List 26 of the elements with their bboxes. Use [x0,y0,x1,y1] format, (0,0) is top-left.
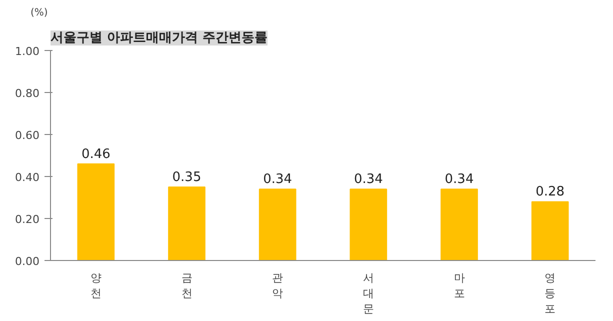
data-label: 0.34 [354,172,383,188]
data-label: 0.46 [81,146,110,162]
y-tick-label: 0.60 [15,129,40,142]
y-tick-label: 0.40 [15,171,40,184]
bar [168,186,206,260]
x-tick-label: 금천 [181,272,192,300]
x-tick-label: 양천 [90,272,102,300]
data-label: 0.34 [444,172,474,188]
chart-title: 서울구별 아파트매매가격 주간변동률 [50,30,268,46]
x-tick-label: 관악 [272,272,284,300]
bar [258,188,296,260]
x-tick-label: 마포 [454,272,465,300]
bar [77,163,115,260]
y-tick-label: 0.80 [15,87,40,100]
bar [350,188,388,260]
data-label: 0.35 [172,170,202,185]
data-label: 0.34 [263,172,292,188]
y-tick-label: 1.00 [15,45,40,58]
x-tick-label: 서대문 [362,272,374,316]
data-label: 0.28 [536,184,565,200]
bar [440,188,478,260]
x-tick-label: 영등포 [544,272,556,316]
y-tick-label: 0.00 [15,255,40,268]
bar [531,201,569,260]
y-axis-title: (%) [30,8,48,18]
y-tick-label: 0.20 [15,213,40,226]
